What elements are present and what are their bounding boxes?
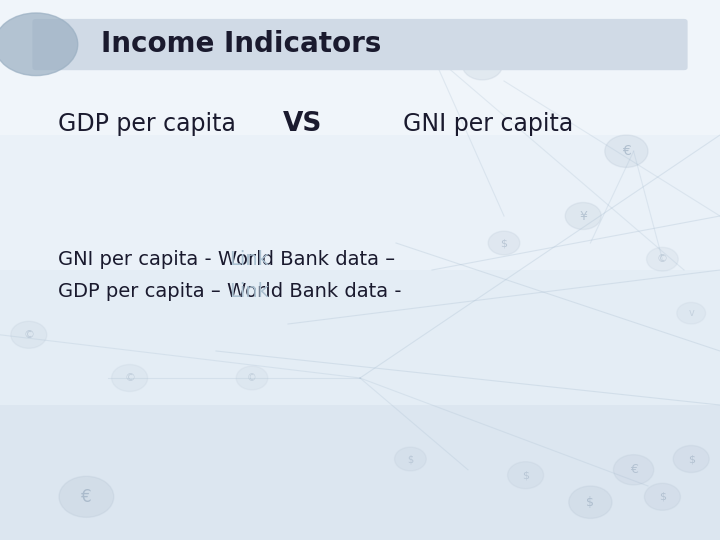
Text: ¥: ¥ [580,210,587,222]
Circle shape [59,476,114,517]
Text: €: € [81,488,91,506]
Bar [0,0,720,135]
Text: ©: © [657,254,668,264]
Circle shape [11,321,47,348]
Circle shape [569,486,612,518]
Text: ©: © [23,330,35,340]
Text: GDP per capita: GDP per capita [58,112,235,136]
Text: GNI per capita: GNI per capita [403,112,573,136]
Text: $: $ [586,496,595,509]
Text: ©: © [247,373,257,383]
Text: $: $ [688,454,695,464]
Circle shape [565,202,601,230]
Bar [0,135,720,270]
Circle shape [677,302,706,324]
Bar [0,405,720,540]
Text: GDP per capita – World Bank data -: GDP per capita – World Bank data - [58,282,408,301]
Bar [0,270,720,405]
Circle shape [112,364,148,391]
Circle shape [395,447,426,471]
Text: v: v [688,308,694,318]
Circle shape [644,483,680,510]
Circle shape [508,462,544,489]
Circle shape [0,13,78,76]
Circle shape [613,455,654,485]
Circle shape [647,247,678,271]
Text: Income Indicators: Income Indicators [101,30,381,58]
Text: VS: VS [283,111,322,137]
Text: €: € [630,463,637,476]
Text: ©: © [124,373,135,383]
Text: Link: Link [229,249,269,269]
Text: $: $ [659,492,666,502]
Text: $: $ [522,470,529,480]
Text: €: € [622,144,631,158]
Circle shape [605,135,648,167]
Text: $: $ [408,454,413,464]
Circle shape [236,366,268,390]
Circle shape [488,231,520,255]
Text: Link: Link [229,282,269,301]
Text: £: £ [479,58,486,71]
Text: GNI per capita - World Bank data –: GNI per capita - World Bank data – [58,249,401,269]
Circle shape [462,50,503,80]
Circle shape [673,446,709,472]
Text: $: $ [500,238,508,248]
FancyBboxPatch shape [32,19,688,70]
